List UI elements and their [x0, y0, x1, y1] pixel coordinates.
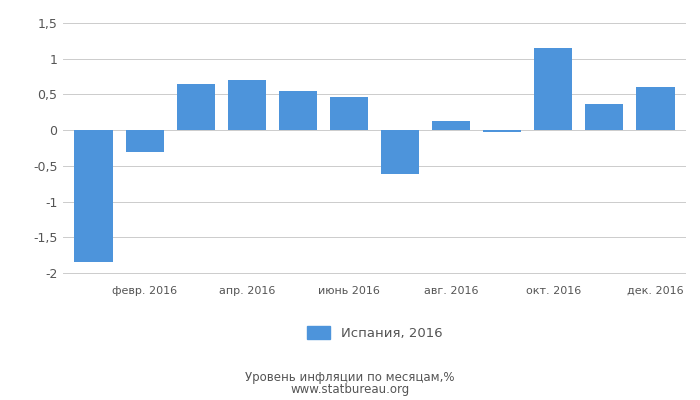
Bar	[279, 91, 317, 130]
Bar	[585, 104, 624, 130]
Bar	[432, 121, 470, 130]
Bar	[534, 48, 573, 130]
Text: Уровень инфляции по месяцам,%: Уровень инфляции по месяцам,%	[245, 372, 455, 384]
Text: www.statbureau.org: www.statbureau.org	[290, 384, 410, 396]
Bar	[228, 80, 266, 130]
Bar	[483, 130, 522, 132]
Bar	[381, 130, 419, 174]
Legend: Испания, 2016: Испания, 2016	[307, 326, 442, 340]
Bar	[125, 130, 164, 152]
Bar	[74, 130, 113, 262]
Bar	[330, 97, 368, 130]
Bar	[636, 87, 675, 130]
Bar	[176, 84, 215, 130]
